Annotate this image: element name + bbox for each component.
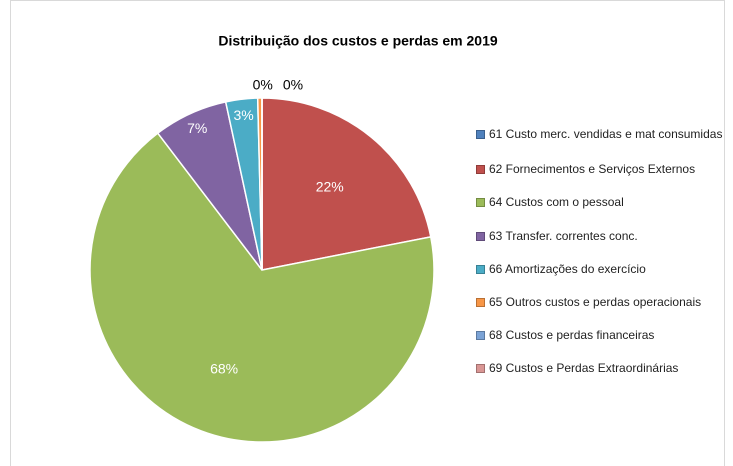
data-label: 22% — [316, 178, 344, 194]
legend-swatch — [476, 265, 485, 274]
legend-item: 61 Custo merc. vendidas e mat consumidas — [476, 127, 732, 141]
legend-label: 66 Amortizações do exercício — [489, 262, 646, 276]
legend-label: 62 Fornecimentos e Serviços Externos — [489, 162, 696, 176]
pie-slice — [261, 97, 432, 271]
data-label: 0% — [253, 77, 273, 93]
legend-item: 66 Amortizações do exercício — [476, 262, 732, 276]
legend-swatch — [476, 364, 485, 373]
legend-item: 69 Custos e Perdas Extraordinárias — [476, 361, 732, 375]
legend-swatch — [476, 130, 485, 139]
pie-slice — [89, 132, 435, 443]
legend-label: 64 Custos com o pessoal — [489, 195, 624, 209]
data-label: 3% — [234, 107, 254, 123]
chart-title: Distribuição dos custos e perdas em 2019 — [218, 33, 498, 49]
legend-swatch — [476, 232, 485, 241]
legend-item: 63 Transfer. correntes conc. — [476, 229, 732, 243]
legend-label: 63 Transfer. correntes conc. — [489, 229, 638, 243]
data-label: 0% — [283, 77, 303, 93]
legend-item: 62 Fornecimentos e Serviços Externos — [476, 162, 732, 176]
legend-swatch — [476, 298, 485, 307]
legend-item: 64 Custos com o pessoal — [476, 195, 732, 209]
legend-label: 61 Custo merc. vendidas e mat consumidas — [489, 127, 723, 141]
legend-item: 65 Outros custos e perdas operacionais — [476, 295, 732, 309]
data-label: 7% — [187, 120, 207, 136]
legend-swatch — [476, 198, 485, 207]
data-label: 68% — [210, 360, 238, 376]
legend-label: 65 Outros custos e perdas operacionais — [489, 295, 702, 309]
legend-swatch — [476, 331, 485, 340]
legend-item: 68 Custos e perdas financeiras — [476, 328, 732, 342]
legend-swatch — [476, 165, 485, 174]
legend-label: 68 Custos e perdas financeiras — [489, 328, 655, 342]
legend-label: 69 Custos e Perdas Extraordinárias — [489, 361, 679, 375]
